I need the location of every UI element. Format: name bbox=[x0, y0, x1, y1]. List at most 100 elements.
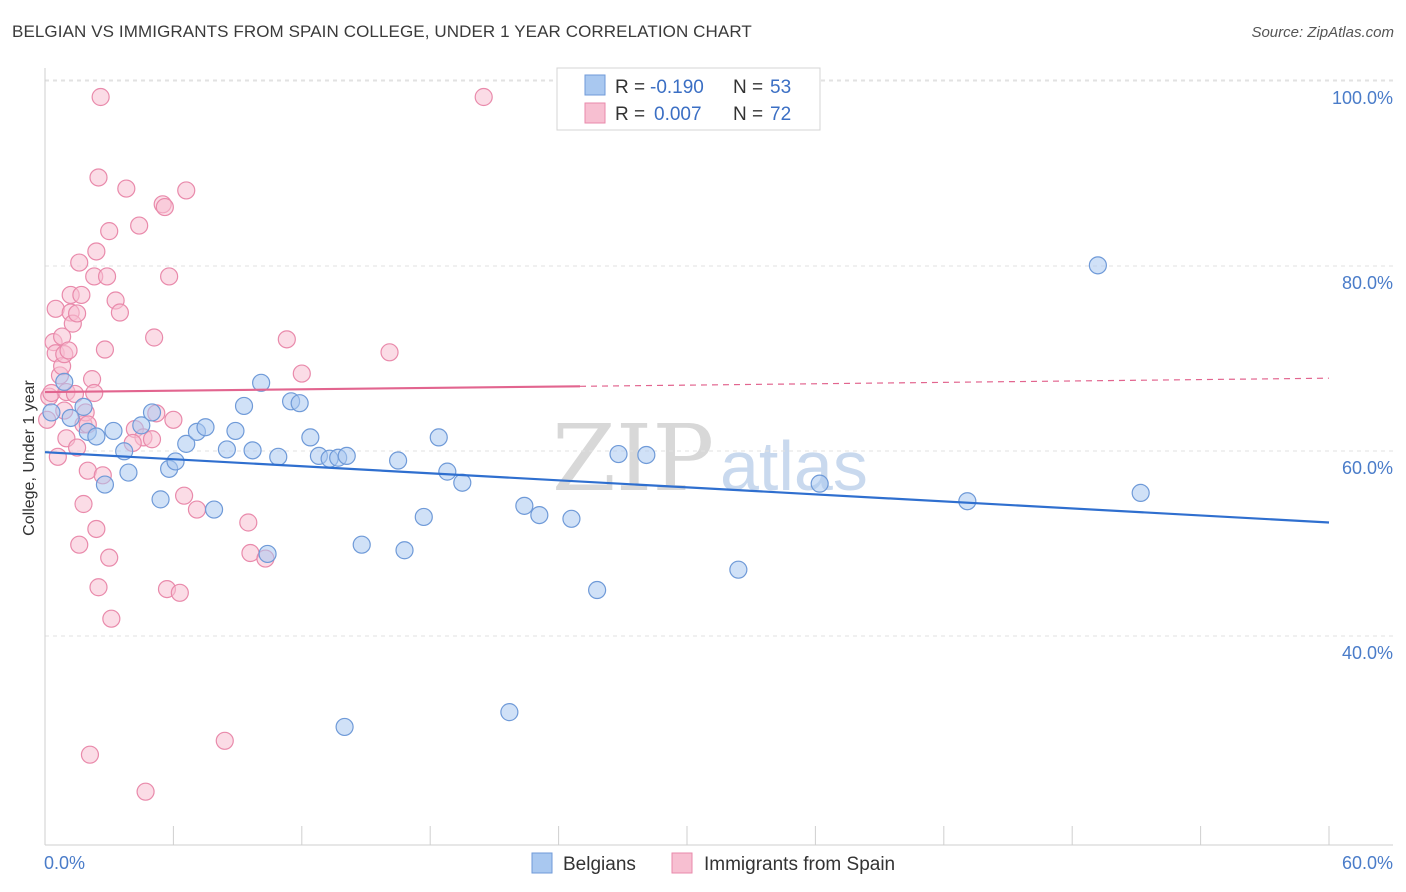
spain-point-19 bbox=[70, 535, 89, 554]
x-ticks bbox=[44, 826, 1330, 845]
belgians-point-43 bbox=[530, 505, 549, 525]
spain-point-21 bbox=[72, 285, 91, 305]
spain-point-43 bbox=[117, 179, 136, 198]
series-belgians bbox=[42, 256, 1150, 737]
legend-r-value-belgians: -0.190 bbox=[650, 77, 704, 98]
belgians-point-14 bbox=[166, 452, 185, 471]
spain-point-31 bbox=[87, 519, 106, 539]
legend-n-value-belgians: 53 bbox=[770, 77, 791, 98]
belgians-point-3 bbox=[74, 397, 93, 416]
belgians-point-50 bbox=[958, 492, 977, 511]
belgians-point-5 bbox=[87, 427, 106, 446]
spain-trend-line bbox=[44, 385, 581, 394]
belgians-point-33 bbox=[335, 717, 354, 737]
belgians-point-44 bbox=[562, 509, 581, 528]
spain-point-38 bbox=[100, 222, 119, 241]
spain-point-26 bbox=[78, 461, 97, 480]
belgians-point-27 bbox=[290, 394, 309, 413]
source-text: Source: ZipAtlas.com bbox=[1251, 24, 1394, 41]
spain-point-69 bbox=[67, 438, 87, 457]
spain-point-48 bbox=[142, 430, 162, 449]
source-credit: Source: ZipAtlas.com bbox=[1251, 24, 1394, 41]
belgians-trend-line bbox=[44, 451, 1330, 524]
belgians-point-45 bbox=[588, 580, 607, 600]
belgians-point-22 bbox=[243, 441, 262, 460]
belgians-point-23 bbox=[252, 373, 271, 392]
belgians-point-21 bbox=[234, 396, 254, 416]
belgians-point-42 bbox=[515, 496, 534, 515]
spain-point-67 bbox=[474, 87, 493, 107]
series-legend: Belgians Immigrants from Spain bbox=[531, 852, 895, 875]
spain-point-60 bbox=[215, 731, 234, 750]
legend-r-label-belgians: R = bbox=[615, 77, 645, 98]
spain-point-13 bbox=[59, 341, 78, 360]
bottom-legend-swatch-spain bbox=[671, 852, 693, 874]
belgians-point-1 bbox=[55, 372, 74, 391]
series-immigrants-from-spain bbox=[38, 87, 493, 801]
spain-point-27 bbox=[80, 745, 100, 764]
belgians-point-6 bbox=[95, 475, 115, 494]
spain-point-45 bbox=[130, 216, 149, 235]
belgians-point-20 bbox=[226, 421, 245, 441]
y-tick-label-80: 80.0% bbox=[1342, 273, 1393, 293]
spain-point-54 bbox=[160, 267, 179, 286]
belgians-point-47 bbox=[637, 445, 656, 465]
spain-point-20 bbox=[70, 253, 89, 272]
belgians-point-37 bbox=[414, 507, 433, 527]
x-tick-label-max: 60.0% bbox=[1342, 853, 1393, 873]
belgians-point-18 bbox=[204, 500, 224, 519]
legend-swatch-spain bbox=[584, 102, 606, 124]
belgians-point-10 bbox=[132, 416, 151, 435]
watermark-atlas: atlas bbox=[720, 427, 868, 505]
legend-swatch-belgians bbox=[584, 74, 606, 96]
belgians-point-34 bbox=[352, 535, 371, 554]
belgians-point-25 bbox=[269, 447, 288, 466]
chart-title: BELGIAN VS IMMIGRANTS FROM SPAIN COLLEGE… bbox=[12, 22, 752, 41]
legend-n-value-spain: 72 bbox=[770, 104, 791, 125]
y-tick-labels: 100.0% 80.0% 60.0% 40.0% bbox=[1332, 88, 1393, 663]
belgians-point-28 bbox=[301, 428, 320, 447]
belgians-point-52 bbox=[1131, 483, 1150, 502]
belgians-point-12 bbox=[151, 490, 170, 509]
spain-point-59 bbox=[187, 500, 207, 519]
legend-r-value-spain: 0.007 bbox=[654, 104, 702, 125]
belgians-point-46 bbox=[609, 444, 628, 464]
bottom-legend-label-belgians: Belgians bbox=[563, 854, 636, 875]
spain-point-56 bbox=[170, 583, 189, 602]
belgians-point-40 bbox=[453, 473, 472, 492]
spain-point-65 bbox=[292, 364, 311, 383]
belgians-point-38 bbox=[429, 428, 448, 447]
spain-point-32 bbox=[87, 242, 106, 261]
spain-point-35 bbox=[91, 87, 110, 107]
spain-point-34 bbox=[89, 168, 108, 187]
spain-point-49 bbox=[145, 328, 164, 347]
belgians-point-24 bbox=[258, 544, 277, 564]
spain-point-61 bbox=[239, 513, 258, 532]
spain-point-57 bbox=[175, 486, 194, 505]
spain-point-47 bbox=[136, 782, 155, 801]
spain-point-29 bbox=[85, 383, 104, 403]
belgians-point-36 bbox=[395, 541, 414, 560]
spain-point-33 bbox=[89, 578, 108, 597]
bottom-legend-label-spain: Immigrants from Spain bbox=[704, 854, 895, 875]
belgians-point-7 bbox=[104, 421, 123, 441]
spain-point-64 bbox=[277, 330, 296, 349]
spain-point-37 bbox=[97, 267, 117, 286]
spain-point-17 bbox=[65, 384, 85, 404]
spain-point-39 bbox=[100, 548, 119, 567]
belgians-point-35 bbox=[389, 451, 408, 470]
belgians-point-48 bbox=[729, 560, 748, 579]
belgians-point-39 bbox=[438, 462, 457, 481]
spain-point-52 bbox=[155, 197, 174, 217]
legend-r-label-spain: R = bbox=[615, 104, 645, 125]
spain-point-18 bbox=[67, 304, 87, 323]
x-tick-label-min: 0.0% bbox=[44, 853, 85, 873]
belgians-point-17 bbox=[196, 418, 215, 437]
spain-point-6 bbox=[48, 447, 67, 466]
legend-n-label-spain: N = bbox=[733, 104, 763, 125]
belgians-point-32 bbox=[337, 446, 356, 465]
belgians-point-49 bbox=[810, 474, 829, 493]
axes bbox=[44, 68, 1393, 846]
y-tick-label-100: 100.0% bbox=[1332, 88, 1393, 108]
